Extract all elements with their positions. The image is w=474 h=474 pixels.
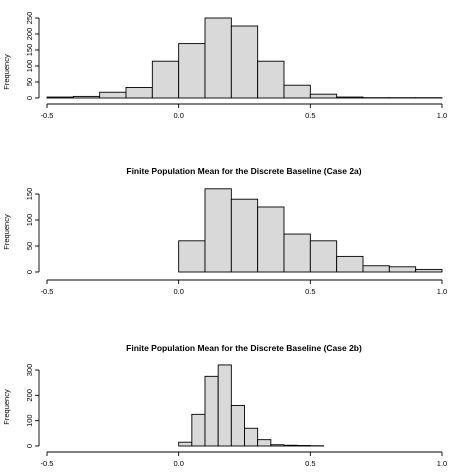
histogram-bar (151, 60, 180, 99)
panel-1-bars (46, 17, 443, 99)
histogram-bar (99, 91, 127, 99)
histogram-bar (283, 84, 311, 99)
histogram-bar (230, 25, 259, 99)
histogram-bar (217, 364, 232, 447)
histogram-bar (125, 86, 153, 99)
panel-3-x-axis (46, 451, 443, 456)
panel-3-x-tick-label: 1.0 (437, 459, 447, 468)
panel-3-y-tick-label: 300 (25, 364, 34, 377)
panel-2-y-tick-label: 0 (25, 270, 34, 274)
histogram-bar (296, 445, 311, 447)
panel-1-x-tick-label: -0.5 (41, 111, 54, 120)
panel-1-x-tick-label: 0.5 (305, 111, 315, 120)
histogram-bar (178, 43, 206, 99)
panel-3-y-axis-label: Frequency (2, 389, 11, 425)
histogram-panel-3: Finite Population Mean for the Discrete … (2, 343, 447, 468)
histogram-bar (244, 427, 259, 447)
panel-2-x-tick-labels: -0.5 0.0 0.5 1.0 (41, 287, 448, 296)
panel-3-y-tick-label: 200 (25, 389, 34, 402)
histogram-panel-2: Finite Population Mean for the Discrete … (2, 166, 447, 296)
histogram-bar (178, 441, 193, 447)
histogram-panel-1: Frequency 0 50 100 150 200 250 -0.5 0.0 … (2, 12, 447, 120)
histogram-bar (415, 268, 443, 273)
histogram-bar (230, 198, 259, 273)
panel-3-title: Finite Population Mean for the Discrete … (126, 343, 362, 353)
panel-1-y-tick-label: 200 (25, 28, 34, 41)
panel-1-y-axis (35, 17, 40, 99)
panel-3-x-tick-labels: -0.5 0.0 0.5 1.0 (41, 459, 448, 468)
histogram-bar (309, 240, 338, 273)
panel-1-y-axis-label: Frequency (2, 54, 11, 90)
panel-1-y-tick-label: 0 (25, 96, 34, 100)
histogram-bar (204, 375, 219, 447)
panel-1-x-tick-label: 1.0 (437, 111, 447, 120)
histogram-bar (283, 233, 311, 273)
panel-3-y-tick-labels: 0 100 200 300 (25, 364, 34, 448)
panel-2-y-tick-labels: 0 50 100 150 (25, 188, 34, 274)
histogram-bar (72, 95, 101, 99)
panel-2-x-tick-label: 1.0 (437, 287, 447, 296)
histogram-bar (204, 188, 232, 273)
panel-3-bars (178, 364, 324, 447)
panel-1-x-tick-labels: -0.5 0.0 0.5 1.0 (41, 111, 448, 120)
panel-2-y-axis (35, 193, 40, 273)
histogram-bar (204, 17, 232, 99)
panel-3-x-tick-label: -0.5 (41, 459, 54, 468)
histogram-bar (178, 240, 206, 273)
histogram-bar (257, 60, 285, 99)
panel-3-x-tick-label: 0.0 (173, 459, 183, 468)
panel-1-y-tick-label: 100 (25, 60, 34, 73)
panel-1-x-axis (46, 103, 443, 108)
histogram-bar (191, 413, 206, 447)
panel-1-y-tick-label: 250 (25, 12, 34, 25)
histogram-bar (283, 444, 298, 447)
histogram-bar (336, 96, 364, 99)
histogram-bar (230, 405, 245, 447)
panel-2-y-tick-label: 50 (25, 242, 34, 250)
histogram-bar (336, 255, 364, 273)
panel-1-x-tick-label: 0.0 (173, 111, 183, 120)
panel-2-y-tick-label: 100 (25, 214, 34, 227)
panel-2-y-axis-label: Frequency (2, 214, 11, 250)
panel-2-x-axis (46, 279, 443, 284)
panel-2-bars (178, 188, 443, 273)
histogram-bar (362, 265, 390, 273)
histogram-bar (309, 93, 338, 99)
panel-3-x-tick-label: 0.5 (305, 459, 315, 468)
panel-2-x-tick-label: -0.5 (41, 287, 54, 296)
histogram-bar (257, 206, 285, 273)
panel-1-y-tick-label: 150 (25, 44, 34, 57)
histogram-bar (270, 444, 285, 447)
panel-2-x-tick-label: 0.0 (173, 287, 183, 296)
panel-1-y-tick-label: 50 (25, 78, 34, 86)
histogram-bar (388, 266, 417, 273)
panel-2-y-tick-label: 150 (25, 188, 34, 201)
histogram-bar (46, 96, 74, 99)
panel-3-y-tick-label: 100 (25, 414, 34, 427)
panel-2-x-tick-label: 0.5 (305, 287, 315, 296)
panel-3-y-axis (35, 369, 40, 447)
histogram-bar (257, 439, 272, 447)
panel-1-y-tick-labels: 0 50 100 150 200 250 (25, 12, 34, 100)
panel-3-y-tick-label: 0 (25, 444, 34, 448)
panel-2-title: Finite Population Mean for the Discrete … (126, 166, 361, 176)
